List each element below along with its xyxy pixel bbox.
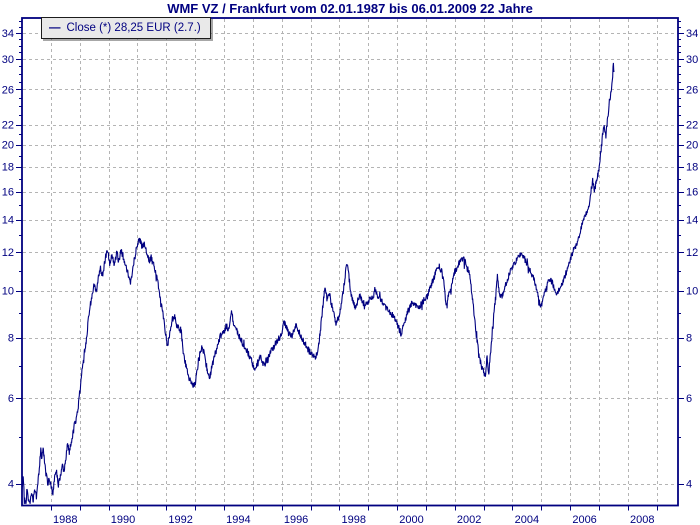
y-axis-label-right: 30 <box>686 54 698 66</box>
x-axis-label: 1998 <box>342 514 366 525</box>
y-axis-label-right: 10 <box>686 285 698 297</box>
y-axis-label-right: 18 <box>686 162 698 174</box>
close-price-line <box>21 62 615 505</box>
y-axis-label-right: 6 <box>686 393 692 405</box>
y-axis-label-right: 20 <box>686 140 698 152</box>
x-axis-label: 2006 <box>572 514 596 525</box>
y-axis-label-right: 12 <box>686 247 698 259</box>
y-axis-label-right: 8 <box>686 332 692 344</box>
y-axis-label-right: 16 <box>686 186 698 198</box>
x-axis-label: 2004 <box>515 514 539 525</box>
y-axis-label-left: 20 <box>2 140 14 152</box>
x-axis-label: 1994 <box>226 514 250 525</box>
y-axis-label-right: 34 <box>686 28 698 40</box>
y-axis-label-left: 34 <box>2 28 14 40</box>
legend-label: Close (*) 28,25 EUR (2.7.) <box>66 22 201 34</box>
x-axis-label: 1990 <box>111 514 135 525</box>
x-axis-label: 2008 <box>630 514 654 525</box>
y-axis-label-left: 8 <box>8 332 14 344</box>
y-axis-label-right: 4 <box>686 478 692 490</box>
y-axis-label-left: 12 <box>2 247 14 259</box>
y-axis-label-right: 26 <box>686 84 698 96</box>
y-axis-label-left: 16 <box>2 186 14 198</box>
y-axis-label-left: 26 <box>2 84 14 96</box>
x-axis-label: 1996 <box>284 514 308 525</box>
gridlines <box>23 19 677 505</box>
y-axis-label-left: 4 <box>8 478 14 490</box>
y-axis-label-left: 30 <box>2 54 14 66</box>
y-axis-label-left: 10 <box>2 285 14 297</box>
y-axis-label-left: 22 <box>2 119 14 131</box>
x-axis-label: 1992 <box>168 514 192 525</box>
y-axis-label-right: 22 <box>686 119 698 131</box>
x-axis-label: 1988 <box>53 514 77 525</box>
plot-border <box>21 17 679 507</box>
axis-ticks <box>16 20 684 511</box>
x-axis-label: 2002 <box>457 514 481 525</box>
x-axis-label: 2000 <box>399 514 423 525</box>
y-axis-label-left: 6 <box>8 393 14 405</box>
legend-box: — Close (*) 28,25 EUR (2.7.) <box>41 17 211 39</box>
series-line-sample: — <box>49 22 61 34</box>
axis-labels: 34 34 30 30 26 26 22 22 20 20 18 18 16 16 14 14 12 12 10 10… <box>2 28 699 525</box>
chart-title: WMF VZ / Frankfurt vom 02.01.1987 bis 06… <box>167 1 533 16</box>
y-axis-label-left: 18 <box>2 162 14 174</box>
y-axis-label-left: 14 <box>2 215 14 227</box>
y-axis-label-right: 14 <box>686 215 698 227</box>
